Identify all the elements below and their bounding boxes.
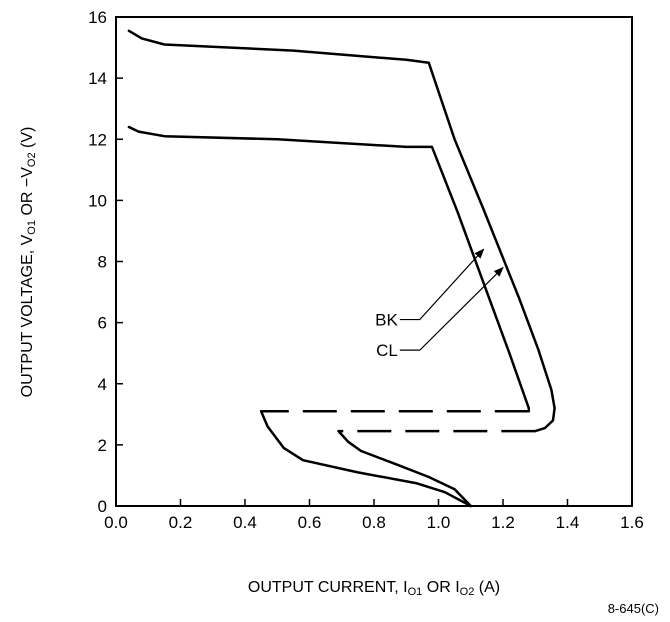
x-tick-label: 1.2 (491, 513, 515, 532)
x-tick-label: 0.4 (233, 513, 257, 532)
x-axis-ticks: 0.0 0.2 0.4 0.6 0.8 1.0 1.2 1.4 1.6 (104, 499, 644, 532)
series-bk-curve (127, 125, 531, 413)
annotation-bk-arrow (399, 248, 485, 321)
x-tick-label: 1.6 (620, 513, 644, 532)
y-tick-label: 8 (98, 253, 107, 272)
x-tick-label: 0.6 (298, 513, 322, 532)
x-tick-label: 1.0 (427, 513, 451, 532)
series-layer (127, 29, 556, 508)
x-tick-label: 1.4 (556, 513, 580, 532)
x-tick-label: 0.2 (169, 513, 193, 532)
annotation-cl-arrow (399, 266, 504, 351)
figure-id: 8-645(C) (608, 601, 659, 616)
x-tick-label: 0.0 (104, 513, 128, 532)
y-axis-ticks: 0 2 4 6 8 10 12 14 16 (88, 8, 123, 516)
series-bk-foldback (259, 410, 473, 508)
y-tick-label: 12 (88, 130, 107, 149)
annotation-cl-label: CL (376, 341, 398, 360)
y-axis-title: OUTPUT VOLTAGE, VO1 OR −VO2 (V) (19, 127, 38, 398)
y-tick-label: 16 (88, 8, 107, 27)
series-cl-foldback (337, 429, 473, 508)
annotation-bk-label: BK (375, 311, 398, 330)
y-tick-label: 10 (88, 191, 107, 210)
y-tick-label: 4 (98, 375, 107, 394)
y-tick-label: 2 (98, 436, 107, 455)
x-tick-label: 0.8 (362, 513, 386, 532)
y-tick-label: 6 (98, 314, 107, 333)
y-tick-label: 14 (88, 69, 107, 88)
annotation-layer: BK CL (375, 248, 504, 360)
y-tick-label: 0 (98, 497, 107, 516)
series-cl-curve (127, 29, 556, 433)
x-axis-title: OUTPUT CURRENT, IO1 OR IO2 (A) (248, 579, 500, 598)
plot-frame (115, 16, 633, 507)
